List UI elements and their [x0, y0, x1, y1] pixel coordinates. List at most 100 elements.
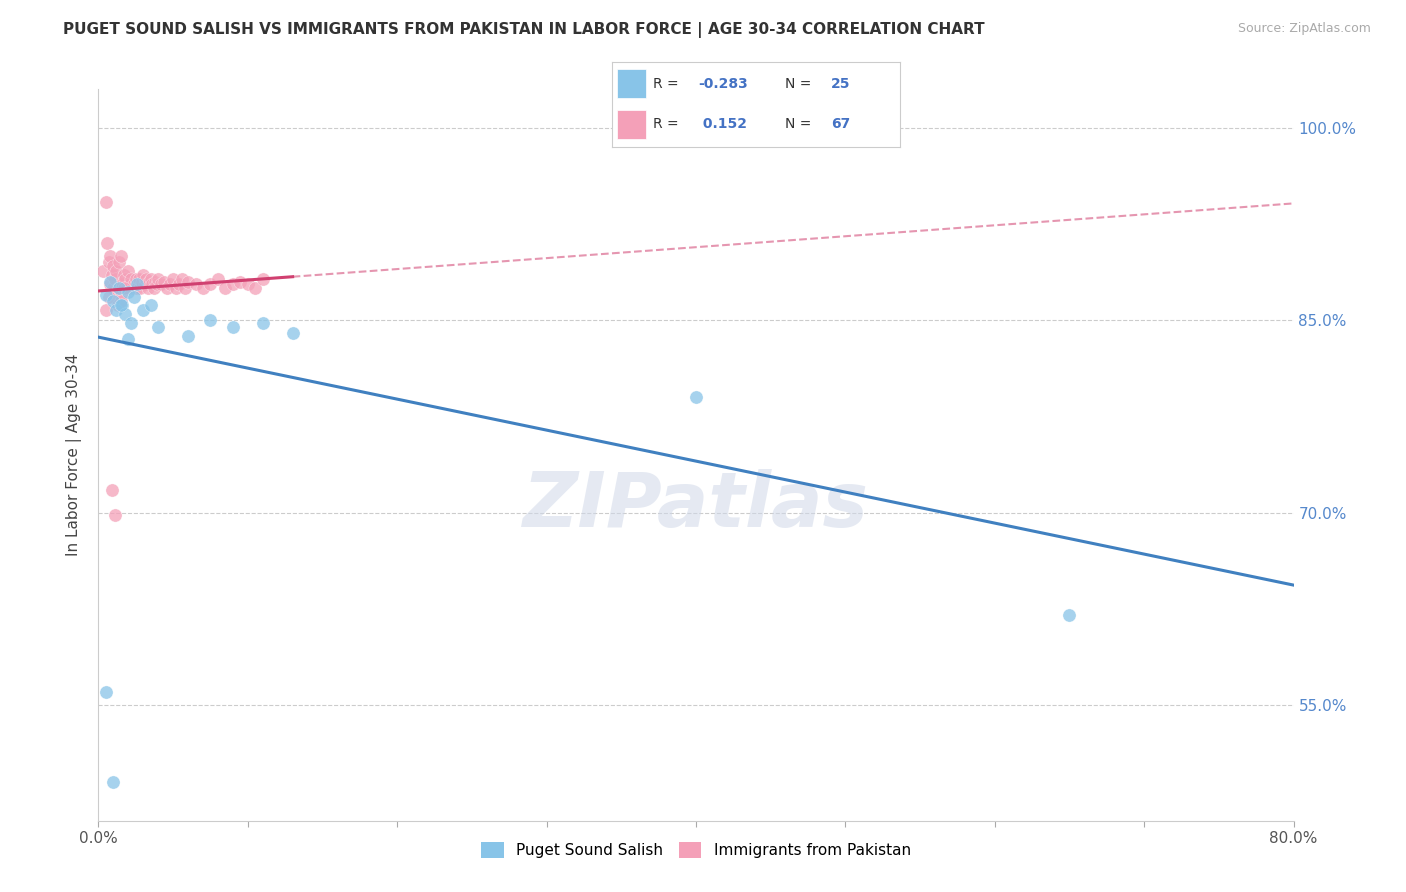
- Text: N =: N =: [785, 77, 815, 91]
- Point: [148, 319, 170, 334]
- Point: [105, 264, 128, 278]
- Text: N =: N =: [785, 118, 815, 131]
- Point: [110, 287, 132, 301]
- Point: [134, 277, 156, 292]
- Point: [125, 272, 148, 286]
- Point: [107, 298, 129, 312]
- Point: [136, 281, 159, 295]
- Point: [104, 272, 127, 286]
- Point: [222, 319, 245, 334]
- Legend: Puget Sound Salish, Immigrants from Pakistan: Puget Sound Salish, Immigrants from Paki…: [475, 836, 917, 864]
- Point: [153, 275, 176, 289]
- Point: [96, 236, 118, 251]
- Point: [121, 281, 143, 295]
- Point: [132, 302, 155, 317]
- Text: -0.283: -0.283: [699, 77, 748, 91]
- Point: [143, 275, 166, 289]
- Point: [252, 272, 274, 286]
- Point: [222, 277, 245, 292]
- Bar: [617, 70, 647, 98]
- Point: [98, 249, 122, 263]
- Point: [142, 281, 165, 295]
- Point: [112, 268, 135, 283]
- Point: [162, 272, 184, 286]
- Point: [236, 277, 259, 292]
- Point: [229, 275, 252, 289]
- Point: [139, 272, 162, 286]
- Point: [111, 298, 134, 312]
- Point: [110, 249, 132, 263]
- Point: [115, 281, 138, 295]
- Point: [117, 264, 139, 278]
- Point: [685, 390, 707, 404]
- Point: [117, 285, 139, 299]
- Point: [184, 277, 207, 292]
- Point: [127, 281, 149, 295]
- Point: [120, 272, 142, 286]
- Point: [214, 281, 236, 295]
- Point: [97, 255, 120, 269]
- Point: [105, 302, 128, 317]
- Point: [138, 275, 160, 289]
- Point: [177, 275, 200, 289]
- Point: [120, 316, 142, 330]
- Text: Source: ZipAtlas.com: Source: ZipAtlas.com: [1237, 22, 1371, 36]
- Point: [108, 255, 131, 269]
- Point: [98, 275, 122, 289]
- Point: [124, 277, 146, 292]
- Text: 25: 25: [831, 77, 851, 91]
- Point: [101, 483, 124, 497]
- Point: [124, 290, 146, 304]
- Point: [112, 281, 135, 295]
- Point: [111, 277, 134, 292]
- Point: [200, 313, 222, 327]
- Point: [200, 277, 222, 292]
- Point: [118, 277, 141, 292]
- Point: [107, 281, 129, 295]
- Point: [94, 685, 117, 699]
- Point: [207, 272, 229, 286]
- Text: ZIPatlas: ZIPatlas: [523, 469, 869, 543]
- Point: [127, 277, 149, 292]
- Point: [108, 281, 131, 295]
- Text: PUGET SOUND SALISH VS IMMIGRANTS FROM PAKISTAN IN LABOR FORCE | AGE 30-34 CORREL: PUGET SOUND SALISH VS IMMIGRANTS FROM PA…: [63, 22, 984, 38]
- Point: [103, 293, 125, 308]
- Point: [103, 260, 125, 274]
- Point: [128, 272, 150, 286]
- Point: [94, 287, 117, 301]
- Bar: [617, 110, 647, 139]
- Point: [148, 272, 170, 286]
- Point: [117, 333, 139, 347]
- Point: [177, 328, 200, 343]
- Point: [245, 281, 267, 295]
- Point: [104, 508, 127, 523]
- Point: [159, 277, 181, 292]
- Point: [110, 298, 132, 312]
- Point: [103, 281, 125, 295]
- Text: R =: R =: [654, 118, 683, 131]
- Point: [101, 268, 124, 283]
- Point: [174, 281, 197, 295]
- Text: 0.152: 0.152: [699, 118, 747, 131]
- Point: [94, 302, 117, 317]
- Point: [98, 277, 122, 292]
- Point: [1059, 608, 1081, 623]
- Point: [91, 264, 114, 278]
- Point: [129, 281, 152, 295]
- Point: [141, 277, 163, 292]
- Point: [114, 272, 136, 286]
- Point: [145, 277, 167, 292]
- Point: [132, 268, 155, 283]
- Y-axis label: In Labor Force | Age 30-34: In Labor Force | Age 30-34: [66, 353, 83, 557]
- Point: [281, 326, 304, 340]
- Point: [191, 281, 214, 295]
- Point: [167, 277, 190, 292]
- Point: [139, 298, 162, 312]
- Point: [103, 775, 125, 789]
- Point: [97, 290, 120, 304]
- Point: [135, 272, 157, 286]
- Point: [110, 293, 132, 308]
- Point: [114, 307, 136, 321]
- Point: [94, 195, 117, 210]
- Point: [165, 281, 187, 295]
